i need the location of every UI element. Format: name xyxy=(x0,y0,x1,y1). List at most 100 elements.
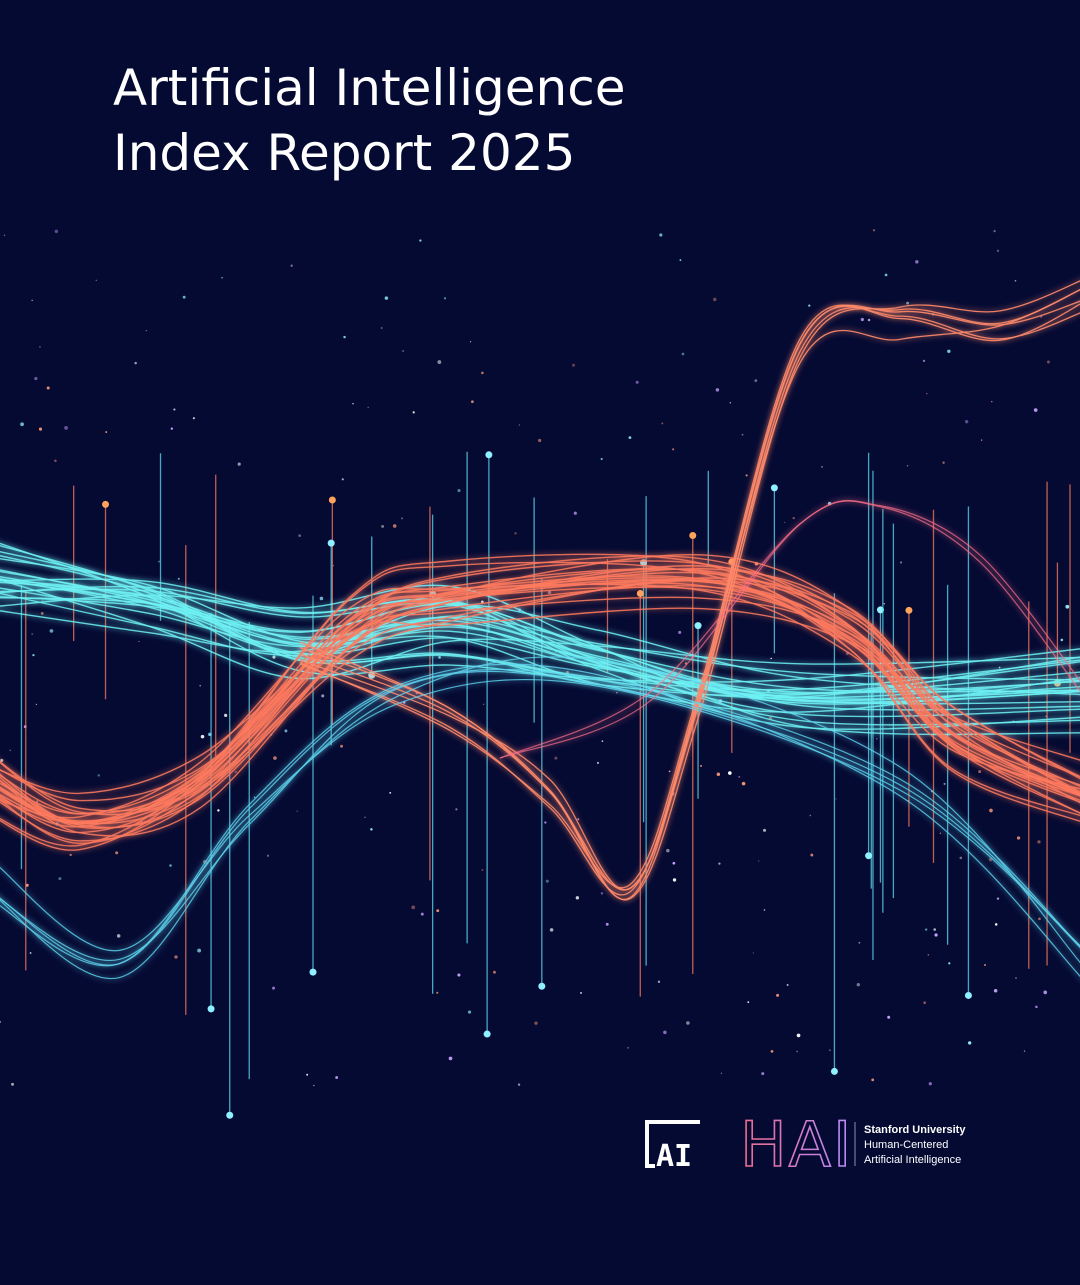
wave-line xyxy=(0,571,1080,825)
wave-line xyxy=(0,678,1080,952)
star xyxy=(720,1072,723,1074)
star xyxy=(906,301,909,305)
star xyxy=(11,1082,14,1086)
wave-line xyxy=(499,499,1080,759)
wave-line xyxy=(0,604,1080,696)
star xyxy=(197,948,202,953)
wave-line xyxy=(0,668,1080,966)
star xyxy=(1033,408,1038,412)
wave-line xyxy=(0,568,1080,825)
star xyxy=(457,973,461,977)
star xyxy=(993,988,998,993)
star xyxy=(3,234,6,237)
star xyxy=(31,633,33,635)
star xyxy=(718,862,721,865)
star xyxy=(994,923,998,926)
star xyxy=(38,427,43,431)
star xyxy=(467,1010,472,1014)
ai-index-logo: AI xyxy=(645,1120,700,1174)
star xyxy=(31,299,33,302)
star xyxy=(517,1083,521,1086)
star xyxy=(273,756,277,760)
star xyxy=(534,1021,538,1025)
stem-dot xyxy=(905,606,913,614)
star xyxy=(481,371,484,375)
star xyxy=(715,388,720,392)
star xyxy=(716,772,721,776)
stem-dot xyxy=(483,1030,491,1038)
star xyxy=(443,297,447,300)
star xyxy=(1060,638,1064,642)
star xyxy=(575,896,580,900)
star xyxy=(871,1078,875,1082)
star xyxy=(493,970,496,974)
star xyxy=(40,611,44,615)
star xyxy=(177,577,180,580)
star xyxy=(884,273,888,277)
wave-line xyxy=(0,555,1080,842)
star xyxy=(829,1049,831,1052)
star xyxy=(959,856,963,860)
star xyxy=(796,1033,801,1038)
star xyxy=(761,1072,765,1076)
star xyxy=(335,1076,339,1079)
star xyxy=(763,828,767,832)
wave-line xyxy=(0,567,1080,829)
star xyxy=(978,770,982,774)
star xyxy=(64,426,68,430)
stem-dot xyxy=(538,982,546,990)
star xyxy=(39,346,41,348)
star xyxy=(169,864,172,867)
star xyxy=(457,489,461,493)
star xyxy=(998,666,1001,669)
star xyxy=(659,233,663,237)
star xyxy=(438,656,441,659)
star xyxy=(808,304,811,307)
affiliation-line: Artificial Intelligence xyxy=(864,1154,961,1166)
star xyxy=(341,478,344,481)
wave-line xyxy=(0,670,1080,962)
star xyxy=(237,462,241,466)
wave-line xyxy=(0,585,1080,815)
star xyxy=(1035,1005,1038,1009)
star xyxy=(745,474,748,477)
star xyxy=(116,934,121,938)
star xyxy=(481,869,484,871)
star xyxy=(928,1082,932,1086)
star xyxy=(343,335,346,339)
star xyxy=(138,640,140,643)
star xyxy=(298,534,301,537)
star xyxy=(922,359,926,363)
star xyxy=(947,349,951,354)
star xyxy=(41,599,44,601)
star xyxy=(54,229,59,234)
star xyxy=(996,897,1000,900)
star xyxy=(221,277,223,279)
star xyxy=(679,259,682,261)
logo-text: AI xyxy=(656,1139,692,1174)
star xyxy=(872,229,876,232)
star xyxy=(469,341,472,343)
stem-dot xyxy=(485,451,493,459)
star xyxy=(192,417,195,420)
star xyxy=(234,770,237,774)
star xyxy=(544,821,547,824)
star xyxy=(943,782,946,785)
star xyxy=(389,791,392,794)
star xyxy=(700,764,703,767)
star xyxy=(835,798,837,800)
star xyxy=(25,883,29,887)
star xyxy=(49,629,54,633)
star xyxy=(729,402,731,404)
star xyxy=(69,853,72,857)
star xyxy=(738,775,741,778)
star xyxy=(436,991,439,994)
star xyxy=(809,814,812,817)
waves xyxy=(0,280,1080,980)
star xyxy=(436,909,440,913)
wave-line xyxy=(0,578,1080,730)
star xyxy=(948,962,951,965)
stem-dot xyxy=(226,1111,234,1119)
star xyxy=(858,941,861,944)
star xyxy=(672,448,675,451)
